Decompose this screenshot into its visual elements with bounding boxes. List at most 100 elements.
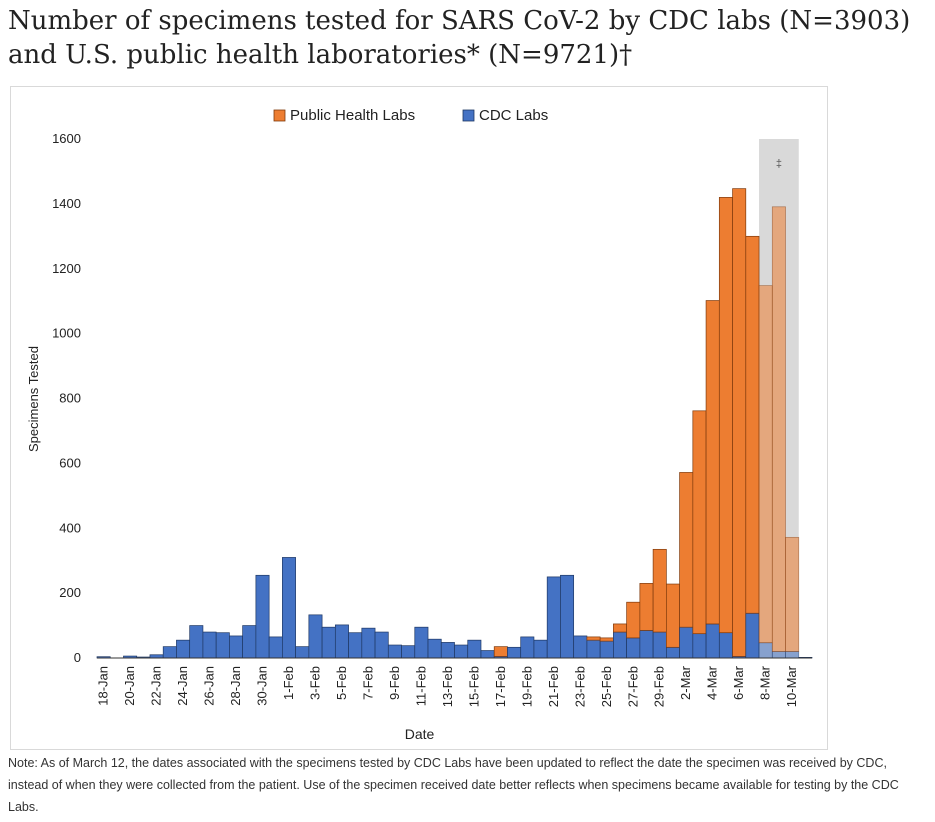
bar-public-health-labs: [718, 197, 733, 634]
y-tick-label: 1600: [52, 131, 81, 146]
x-tick-label: 23-Feb: [572, 666, 587, 707]
x-axis-title: Date: [405, 726, 435, 742]
x-tick-label: 20-Jan: [122, 666, 137, 706]
bar-public-health-labs: [705, 300, 720, 625]
bar-public-health-labs: [771, 206, 786, 652]
bar-public-health-labs: [785, 536, 800, 652]
y-tick-label: 1200: [52, 261, 81, 276]
x-tick-label: 25-Feb: [599, 666, 614, 707]
x-tick-label: 24-Jan: [175, 666, 190, 706]
bar-cdc-labs: [666, 646, 680, 659]
x-tick-label: 18-Jan: [96, 666, 111, 706]
bar-cdc-labs: [573, 635, 588, 659]
bar-cdc-labs: [268, 636, 283, 659]
x-tick-label: 26-Jan: [202, 666, 217, 706]
bar-cdc-labs: [560, 574, 575, 659]
x-tick-label: 6-Mar: [731, 665, 746, 700]
x-tick-label: 2-Mar: [678, 665, 693, 700]
legend-swatch: [462, 109, 475, 122]
y-tick-label: 200: [59, 585, 81, 600]
bar-public-health-labs: [652, 548, 667, 633]
bar-cdc-labs: [215, 632, 230, 659]
x-tick-label: 29-Feb: [652, 666, 667, 707]
bar-cdc-labs: [771, 651, 786, 659]
bar-cdc-labs: [176, 639, 191, 659]
bar-public-health-labs: [758, 285, 773, 644]
x-tick-label: 5-Feb: [334, 666, 349, 700]
bar-cdc-labs: [414, 626, 429, 659]
x-tick-label: 9-Feb: [387, 666, 402, 700]
bar-cdc-labs: [546, 576, 561, 659]
bar-cdc-labs: [599, 640, 614, 659]
bar-cdc-labs: [785, 651, 800, 659]
x-tick-label: 28-Jan: [228, 666, 243, 706]
bar-cdc-labs: [480, 650, 495, 659]
bar-cdc-labs: [626, 637, 641, 659]
bar-cdc-labs: [652, 631, 667, 659]
x-tick-label: 10-Mar: [784, 665, 799, 707]
x-tick-label: 7-Feb: [360, 666, 375, 700]
bar-cdc-labs: [440, 642, 455, 659]
bar-cdc-labs: [321, 626, 336, 659]
chart-note: Note: As of March 12, the dates associat…: [8, 756, 899, 814]
legend-label: CDC Labs: [479, 107, 548, 124]
bar-cdc-labs: [242, 625, 257, 659]
bar-cdc-labs: [705, 623, 720, 659]
bar-cdc-labs: [361, 627, 376, 659]
bar-cdc-labs: [202, 631, 217, 659]
x-tick-label: 22-Jan: [149, 666, 164, 706]
bar-cdc-labs: [639, 630, 654, 659]
x-tick-label: 8-Mar: [758, 665, 773, 700]
y-tick-label: 400: [59, 520, 81, 535]
shaded-region-marker: ‡: [776, 158, 782, 170]
bar-cdc-labs: [334, 624, 349, 659]
bar-public-health-labs: [745, 235, 760, 614]
bar-cdc-labs: [348, 632, 363, 659]
x-tick-label: 1-Feb: [281, 666, 296, 700]
bar-cdc-labs: [374, 631, 389, 659]
bar-public-health-labs: [679, 472, 694, 628]
page-title: Number of specimens tested for SARS CoV-…: [8, 6, 911, 70]
y-tick-label: 1400: [52, 196, 81, 211]
stacked-bar-chart: 0 200 400 600 800 1000 1200 1400 1600 18-Jan 20-Ja…: [26, 107, 813, 742]
x-tick-label: 19-Feb: [519, 666, 534, 707]
bar-cdc-labs: [613, 631, 627, 659]
legend-label: Public Health Labs: [290, 107, 415, 124]
bar-cdc-labs: [308, 614, 323, 659]
bar-cdc-labs: [718, 632, 733, 659]
bar-public-health-labs: [493, 646, 508, 657]
bar-cdc-labs: [507, 646, 522, 659]
bar-public-health-labs: [639, 583, 654, 631]
bar-cdc-labs: [401, 645, 416, 659]
bar-cdc-labs: [427, 638, 442, 659]
bar-cdc-labs: [679, 626, 694, 659]
bar-cdc-labs: [189, 625, 204, 659]
x-tick-label: 15-Feb: [466, 666, 481, 707]
bar-public-health-labs: [599, 637, 614, 642]
x-tick-label: 21-Feb: [546, 666, 561, 707]
x-tick-label: 13-Feb: [440, 666, 455, 707]
chart-container: 0 200 400 600 800 1000 1200 1400 1600 18-Jan 20-Ja…: [10, 86, 828, 750]
legend-swatch: [273, 109, 286, 122]
y-tick-label: 600: [59, 455, 81, 470]
bar-cdc-labs: [692, 633, 707, 659]
y-axis-title: Specimens Tested: [26, 346, 41, 452]
bar-public-health-labs: [692, 410, 707, 635]
bar-cdc-labs: [255, 574, 270, 659]
bar-cdc-labs: [229, 635, 243, 659]
x-tick-label: 30-Jan: [255, 666, 270, 706]
bar-cdc-labs: [745, 612, 760, 659]
x-tick-label: 11-Feb: [413, 666, 428, 706]
bar-cdc-labs: [282, 557, 296, 659]
bar-public-health-labs: [666, 583, 680, 648]
x-tick-label: 27-Feb: [625, 666, 640, 707]
y-tick-label: 1000: [52, 326, 81, 341]
bar-cdc-labs: [454, 644, 469, 659]
x-tick-label: 4-Mar: [705, 665, 720, 700]
y-tick-label: 0: [74, 650, 81, 665]
bar-cdc-labs: [520, 636, 535, 659]
bar-public-health-labs: [613, 623, 627, 633]
bar-cdc-labs: [162, 646, 177, 659]
bar-cdc-labs: [533, 639, 548, 659]
bar-public-health-labs: [732, 188, 747, 657]
